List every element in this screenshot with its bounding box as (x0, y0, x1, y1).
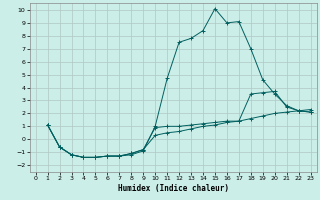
X-axis label: Humidex (Indice chaleur): Humidex (Indice chaleur) (118, 184, 228, 193)
